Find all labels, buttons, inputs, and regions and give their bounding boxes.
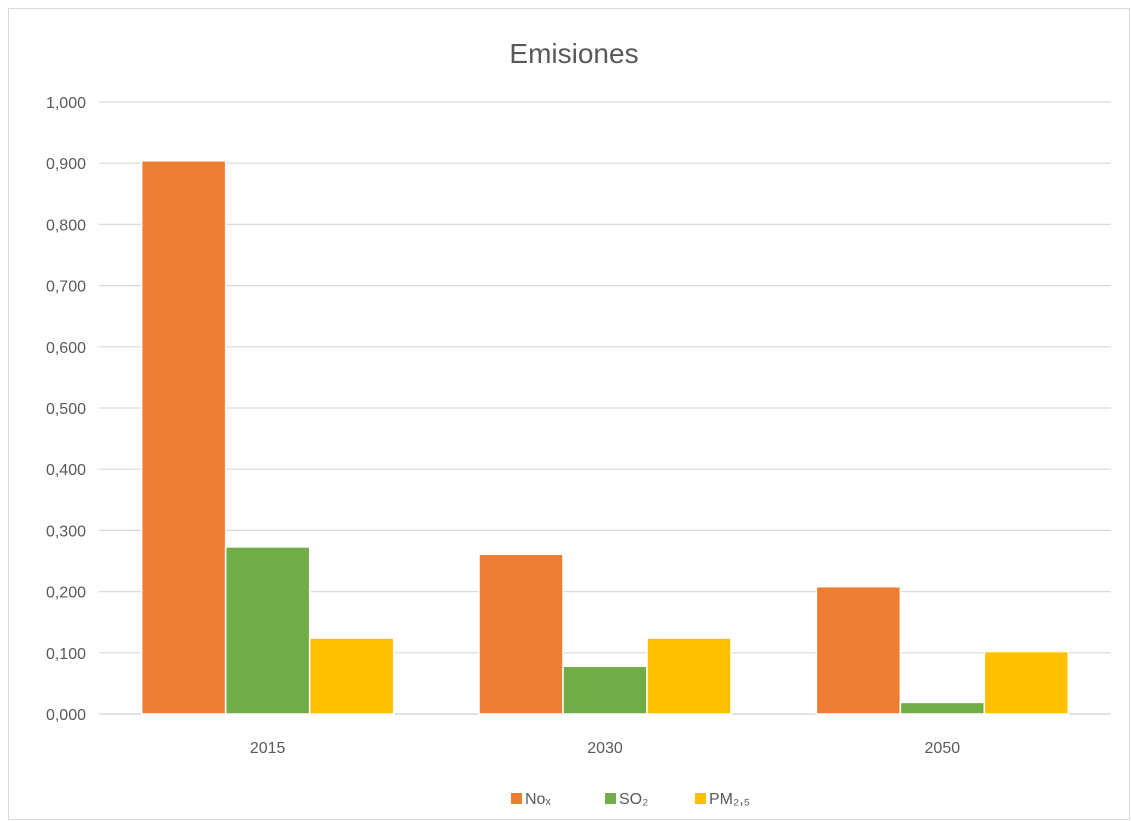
- legend-label: SO₂: [619, 791, 648, 808]
- bar: [646, 637, 732, 715]
- bar: [478, 553, 564, 715]
- bar-chart: Emisiones 0,000 0,100 0,200 0,300 0,400 0,500…: [46, 38, 1111, 808]
- chart-title: Emisiones: [509, 38, 638, 69]
- legend-swatch: [605, 793, 616, 804]
- legend-swatch: [511, 793, 522, 804]
- chart-area: Emisiones 0,000 0,100 0,200 0,300 0,400 0,500…: [8, 8, 1130, 820]
- y-tick-label: 0,400: [46, 462, 86, 479]
- y-tick-label: 1,000: [46, 95, 86, 112]
- y-tick-label: 0,100: [46, 646, 86, 663]
- y-tick-label: 0,700: [46, 279, 86, 296]
- bar: [562, 665, 648, 715]
- legend-swatch: [695, 793, 706, 804]
- y-tick-label: 0,300: [46, 523, 86, 540]
- x-axis-tick-labels: 2015 2030 2050: [250, 740, 960, 757]
- bars: [140, 160, 1070, 715]
- y-tick-label: 0,000: [46, 707, 86, 724]
- y-tick-label: 0,900: [46, 156, 86, 173]
- y-tick-label: 0,200: [46, 585, 86, 602]
- y-tick-label: 0,800: [46, 217, 86, 234]
- legend-label: PM₂,₅: [709, 791, 750, 808]
- x-tick-label: 2030: [587, 740, 623, 757]
- legend-label: Noₓ: [525, 791, 551, 808]
- bar: [899, 701, 986, 715]
- y-tick-label: 0,500: [46, 401, 86, 418]
- bar: [140, 160, 227, 715]
- y-tick-label: 0,600: [46, 340, 86, 357]
- bar: [815, 585, 902, 715]
- legend: Noₓ SO₂ PM₂,₅: [511, 791, 750, 808]
- x-tick-label: 2015: [250, 740, 286, 757]
- bar: [224, 546, 311, 715]
- y-axis-tick-labels: 0,000 0,100 0,200 0,300 0,400 0,500 0,600 0,700…: [46, 95, 86, 724]
- x-tick-label: 2050: [925, 740, 961, 757]
- bar: [983, 650, 1070, 715]
- bar: [308, 637, 395, 715]
